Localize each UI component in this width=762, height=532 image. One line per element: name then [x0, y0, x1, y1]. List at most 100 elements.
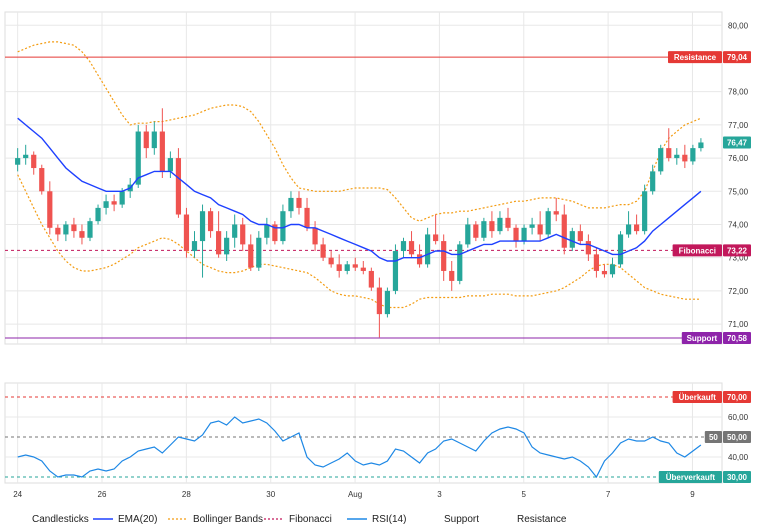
legend-label: Candlesticks [32, 514, 89, 525]
candle-body [674, 154, 680, 159]
legend-item: Support [444, 514, 479, 525]
candle-body [103, 201, 109, 208]
rsi-overbought-tag-label-box [672, 391, 722, 403]
x-tick-label: 28 [182, 490, 191, 499]
candle-body [39, 168, 45, 192]
price-tick-label: 73,00 [728, 254, 749, 263]
support-tag-label: Support [687, 334, 718, 343]
candle-body [545, 211, 551, 235]
price-tick-label: 71,00 [728, 320, 749, 329]
candle-body [698, 142, 704, 149]
fibonacci-tag-label: Fibonacci [679, 246, 716, 255]
candle-body [55, 227, 61, 235]
candle-body [328, 257, 334, 265]
x-tick-label: 5 [522, 490, 527, 499]
rsi-mid-tag-value-box [723, 431, 751, 443]
candle-body [416, 254, 423, 265]
candle-body [272, 224, 278, 242]
candle-body [642, 191, 648, 232]
candle-body [400, 241, 407, 252]
candle-body [352, 264, 358, 268]
resistance-tag-label-box [668, 51, 722, 64]
x-tick-label: 30 [266, 490, 275, 499]
candle-body [690, 148, 696, 162]
bollinger-lower-line [17, 174, 701, 309]
legend-item: EMA(20) [93, 514, 157, 525]
legend-item: RSI(14) [347, 514, 406, 525]
ema20-line [17, 117, 702, 262]
resistance-tag: Resistance 79,04 [668, 51, 751, 64]
candle-body [465, 224, 471, 245]
rsi-overbought-tag-label: Überkauft [679, 393, 717, 402]
rsi-overbought-tag-value: 70,00 [727, 393, 748, 402]
candle-body [47, 191, 53, 228]
last-price-tag-value: 76,47 [727, 138, 748, 147]
candle-body [167, 158, 173, 172]
candle-body [256, 237, 262, 268]
last-price-tag: 76,47 [723, 136, 751, 149]
bollinger-upper-line [17, 41, 702, 222]
rsi-pane-frame [4, 382, 723, 484]
candle-body [224, 237, 230, 255]
x-tick-label: 7 [606, 490, 611, 499]
rsi-line [17, 416, 702, 479]
candle-body [457, 244, 463, 281]
candle-body [473, 224, 479, 238]
last-price-tag-value-box [723, 136, 751, 149]
candle-body [336, 264, 342, 271]
candle-body [264, 224, 270, 238]
candle-body [569, 231, 575, 248]
price-tick-label: 77,00 [728, 121, 749, 130]
candle-body [368, 270, 374, 288]
candle-body [489, 221, 495, 232]
candle-body [392, 251, 399, 291]
candle-body [312, 227, 318, 245]
candle-body [199, 211, 206, 242]
fibonacci-tag-value: 73,22 [727, 246, 748, 255]
candle-body [376, 287, 382, 315]
candle-body [481, 221, 487, 238]
candle-body [650, 171, 656, 192]
x-tick-label: 26 [98, 490, 107, 499]
rsi-mid-tag-label: 50 [709, 433, 718, 442]
legend-item: Fibonacci [264, 514, 332, 525]
candle-body [384, 290, 391, 315]
legend-item: Resistance [517, 514, 567, 525]
price-tick-label: 72,00 [728, 287, 749, 296]
resistance-tag-value: 79,04 [727, 53, 748, 62]
candle-body [617, 234, 624, 265]
rsi-oversold-tag-value-box [723, 471, 751, 483]
candle-body [593, 254, 600, 271]
candle-body [360, 267, 366, 271]
legend-label: Resistance [517, 514, 567, 525]
candle-body [513, 227, 519, 242]
candle-body [425, 234, 431, 265]
legend-label: RSI(14) [372, 514, 406, 525]
candle-body [71, 224, 77, 232]
candle-body [232, 224, 238, 238]
rsi-tick-label: 40,00 [728, 453, 749, 462]
candle-body [304, 207, 310, 228]
candle-body [135, 131, 141, 185]
candle-body [497, 217, 503, 232]
legend-label: Fibonacci [289, 514, 332, 525]
rsi-mid-tag-value: 50,00 [727, 433, 748, 442]
candle-body [553, 211, 559, 215]
rsi-oversold-tag-label: Überverkauft [666, 473, 716, 482]
candle-body [296, 197, 302, 208]
candle-body [561, 214, 567, 248]
candle-body [95, 207, 101, 222]
price-tick-label: 75,00 [728, 187, 749, 196]
resistance-tag-value-box [723, 51, 751, 64]
candle-body [175, 158, 182, 215]
candle-body [433, 234, 439, 242]
candle-body [658, 148, 664, 172]
candle-body [521, 227, 527, 242]
legend-label: Support [444, 514, 479, 525]
candle-body [143, 131, 149, 149]
rsi-mid-tag: 50 50,00 [704, 431, 751, 443]
rsi-tick-label: 60,00 [728, 413, 749, 422]
candle-body [634, 224, 640, 232]
rsi-oversold-tag-label-box [658, 471, 722, 483]
